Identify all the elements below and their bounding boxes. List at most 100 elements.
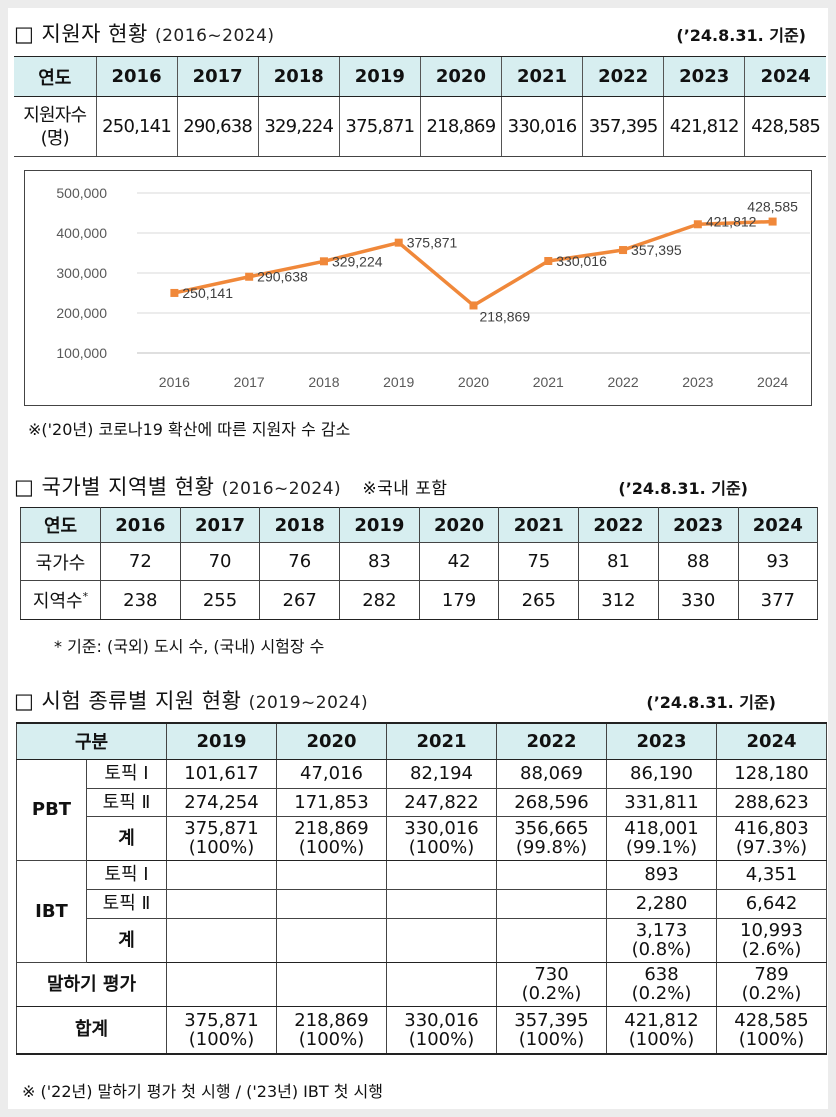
- year-header: 연도: [20, 507, 101, 543]
- applicants-header-row: 연도 2016 2017 2018 2019 2020 2021 2022 20…: [14, 56, 826, 97]
- section2-note: ※국내 포함: [362, 479, 448, 499]
- x-tick-label: 2016: [159, 374, 190, 390]
- x-tick-label: 2024: [757, 374, 788, 390]
- data-label: 250,141: [182, 285, 233, 301]
- regions-value: 267: [259, 580, 341, 620]
- total-label: 합계: [16, 1005, 167, 1055]
- series-line: [174, 219, 773, 308]
- speaking-row: 말하기 평가 730 (0.2%) 638 (0.2%) 789 (0.2%): [16, 961, 827, 1007]
- applicants-value: 375,871: [338, 96, 421, 157]
- topik1-label: 토픽 Ⅰ: [86, 859, 167, 890]
- x-tick-label: 2018: [308, 374, 339, 390]
- regions-label: 지역수*: [20, 580, 101, 620]
- countries-value: 81: [578, 542, 659, 581]
- pbt-topik2-row: 토픽 Ⅱ 274,254 171,853 247,822 268,596 331…: [17, 787, 827, 817]
- year-cell: 2021: [500, 56, 583, 97]
- year-cell: 2016: [95, 56, 178, 97]
- section1-range: (2016~2024): [154, 26, 275, 46]
- countries-value: 72: [100, 542, 181, 581]
- countries-label: 국가수: [20, 542, 101, 581]
- cell: 88,069: [496, 758, 607, 789]
- applicants-row-label: 지원자수 (명): [14, 96, 97, 157]
- cell: 86,190: [606, 758, 717, 789]
- year-header: 연도: [14, 56, 97, 97]
- regions-value: 179: [418, 580, 500, 620]
- countries-value: 88: [657, 542, 739, 581]
- regions-value: 238: [100, 580, 181, 620]
- year-cell: 2021: [498, 507, 580, 543]
- cell: 2,280: [606, 888, 717, 919]
- x-tick-label: 2023: [682, 374, 713, 390]
- cell: 47,016: [276, 758, 387, 789]
- pbt-topik1-row: PBT 토픽 Ⅰ 101,617 47,016 82,194 88,069 86…: [16, 758, 827, 861]
- section3-range: (2019~2024): [248, 693, 369, 713]
- applicants-table: 연도 2016 2017 2018 2019 2020 2021 2022 20…: [14, 56, 826, 157]
- cell: [276, 917, 387, 963]
- year-cell: 2017: [179, 507, 261, 543]
- data-label: 218,869: [480, 308, 531, 324]
- year-cell: 2020: [419, 56, 502, 97]
- ibt-topik2-row: 토픽 Ⅱ 2,280 6,642: [17, 888, 827, 919]
- cell: [496, 917, 607, 963]
- cell: 82,194: [386, 758, 497, 789]
- data-label: 329,224: [332, 253, 383, 269]
- regions-value: 330: [657, 580, 739, 620]
- cell: 3,173 (0.8%): [606, 917, 717, 963]
- countries-row: 국가수 72 70 76 83 42 75 81 88 93: [20, 542, 819, 581]
- applicants-line-chart: 100,000 200,000 300,000 400,000 500,000 2016 2…: [24, 170, 812, 406]
- y-tick-label: 500,000: [56, 185, 107, 201]
- applicants-value: 218,869: [419, 96, 502, 157]
- cell: [496, 859, 607, 890]
- applicants-value: 421,812: [663, 96, 745, 157]
- data-point: [693, 220, 702, 229]
- cell: 288,623: [716, 787, 827, 817]
- topik2-label: 토픽 Ⅱ: [86, 787, 167, 817]
- data-label: 330,016: [556, 253, 607, 269]
- ibt-topik1-row: IBT 토픽 Ⅰ 893 4,351: [16, 859, 827, 963]
- cell: 10,993 (2.6%): [716, 917, 827, 963]
- countries-value: 76: [259, 542, 341, 581]
- cell: 274,254: [166, 787, 277, 817]
- cell: 893: [606, 859, 717, 890]
- year-cell: 2019: [166, 722, 277, 760]
- section2-range: (2016~2024): [221, 479, 342, 499]
- cell: 171,853: [276, 787, 387, 817]
- ibt-label: IBT: [16, 859, 87, 963]
- cell: 218,869 (100%): [276, 1005, 387, 1055]
- regions-row: 지역수* 238 255 267 282 179 265 312 330 377: [20, 580, 819, 620]
- exam-type-table: 구분 2019 2020 2021 2022 2023 2024 PBT 토픽 …: [16, 722, 827, 1055]
- y-tick-label: 100,000: [56, 345, 107, 361]
- x-tick-label: 2017: [234, 374, 265, 390]
- cell: [166, 859, 277, 890]
- cell: [276, 859, 387, 890]
- cell: 789 (0.2%): [716, 961, 827, 1007]
- year-cell: 2021: [386, 722, 497, 760]
- year-cell: 2023: [663, 56, 745, 97]
- cell: 730 (0.2%): [496, 961, 607, 1007]
- x-tick-label: 2019: [383, 374, 414, 390]
- applicants-value-row: 지원자수 (명) 250,141 290,638 329,224 375,871…: [14, 96, 826, 157]
- applicants-value: 428,585: [744, 96, 826, 157]
- cell: 421,812 (100%): [606, 1005, 717, 1055]
- applicants-value: 357,395: [582, 96, 664, 157]
- cell: 418,001 (99.1%): [606, 815, 717, 861]
- data-point: [469, 301, 478, 310]
- countries-regions-table: 연도 2016 2017 2018 2019 2020 2021 2022 20…: [20, 507, 819, 620]
- year-cell: 2024: [744, 56, 826, 97]
- countries-value: 42: [418, 542, 500, 581]
- speaking-label: 말하기 평가: [16, 961, 167, 1007]
- countries-value: 93: [737, 542, 819, 581]
- countries-value: 83: [339, 542, 420, 581]
- cell: 218,869 (100%): [276, 815, 387, 861]
- y-tick-label: 300,000: [56, 265, 107, 281]
- section2-footnote: * 기준: (국외) 도시 수, (국내) 시험장 수: [54, 637, 325, 656]
- category-header: 구분: [16, 722, 167, 760]
- topik2-label: 토픽 Ⅱ: [86, 888, 167, 919]
- x-tick-label: 2022: [607, 374, 638, 390]
- cell: 375,871 (100%): [166, 1005, 277, 1055]
- topik1-label: 토픽 Ⅰ: [86, 758, 167, 789]
- year-cell: 2020: [276, 722, 387, 760]
- cell: 331,811: [606, 787, 717, 817]
- cell: 247,822: [386, 787, 497, 817]
- cell: 268,596: [496, 787, 607, 817]
